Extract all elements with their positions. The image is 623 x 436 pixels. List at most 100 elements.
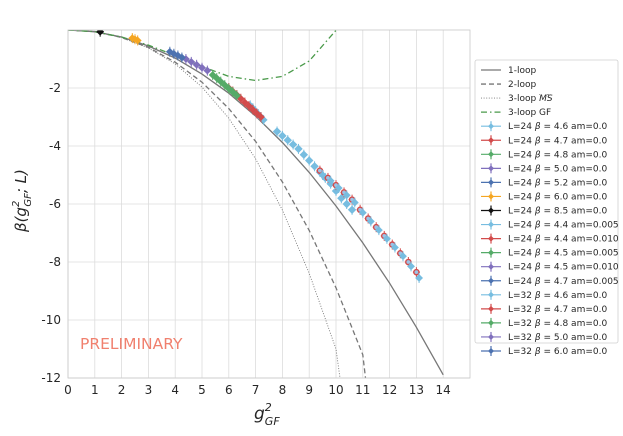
point-marker <box>249 105 257 114</box>
legend-item: 1-loop <box>481 66 536 76</box>
legend-item: 3-loop MS <box>481 94 553 104</box>
data-points <box>96 30 423 283</box>
point-marker <box>192 60 201 69</box>
point-marker <box>288 140 298 149</box>
data-point <box>244 100 253 111</box>
x-tick-label: 9 <box>305 383 313 397</box>
point-marker <box>374 226 383 235</box>
point-marker <box>326 176 335 185</box>
x-tick-label: 7 <box>252 383 260 397</box>
legend-item: L=32 β = 6.0 am=0.0 <box>481 346 607 357</box>
curve-3-loop-gf <box>68 30 339 82</box>
point-marker <box>203 66 212 75</box>
x-tick-label: 14 <box>436 383 451 397</box>
legend-item: L=32 β = 4.8 am=0.0 <box>481 317 607 329</box>
legend-marker <box>488 319 494 326</box>
grid <box>67 30 470 379</box>
x-axis-label: g2 GF <box>254 401 280 428</box>
data-point <box>334 183 343 194</box>
data-point <box>383 233 391 244</box>
legend-marker <box>488 277 494 284</box>
data-point <box>366 216 375 227</box>
point-marker <box>187 57 196 66</box>
point-marker <box>391 243 399 252</box>
point-marker <box>334 184 343 192</box>
point-marker <box>257 113 265 121</box>
point-marker <box>133 36 142 45</box>
point-marker <box>198 63 206 72</box>
point-marker <box>318 171 327 179</box>
point-marker <box>283 135 292 145</box>
legend-label: L=24 β = 5.2 am=0.0 <box>508 178 607 188</box>
legend-label: L=24 β = 6.0 am=0.0 <box>508 192 607 202</box>
data-point <box>257 112 265 122</box>
data-point <box>177 52 186 63</box>
legend-marker <box>488 179 494 186</box>
legend-item: L=24 β = 8.5 am=0.0 <box>481 205 607 217</box>
data-point <box>288 139 298 150</box>
data-point <box>412 267 420 278</box>
legend-item: L=24 β = 5.0 am=0.0 <box>481 163 607 174</box>
x-tick-label: 4 <box>171 383 179 397</box>
data-point <box>304 155 314 166</box>
legend-marker <box>488 263 494 270</box>
legend-item: L=24 β = 4.6 am=0.0 <box>481 121 607 132</box>
legend-label: 2-loop <box>508 80 536 90</box>
legend-item: 2-loop <box>481 80 536 90</box>
point-marker <box>294 144 303 154</box>
x-tick-labels: 0 1 2 3 4 5 6 7 8 9 10 11 12 13 14 <box>64 383 451 397</box>
data-point <box>415 272 423 283</box>
data-point <box>294 143 303 154</box>
y-tick-label: -12 <box>41 371 61 385</box>
data-point <box>187 56 196 67</box>
data-point <box>399 251 407 262</box>
legend-marker <box>488 235 494 242</box>
data-point <box>347 204 357 215</box>
x-tick-label: 13 <box>409 383 424 397</box>
data-point <box>96 30 105 37</box>
x-tick-label: 5 <box>198 383 206 397</box>
legend-marker <box>488 333 494 340</box>
data-point <box>212 73 221 84</box>
legend-label: L=24 β = 4.4 am=0.005 <box>508 221 619 231</box>
point-marker <box>169 49 178 58</box>
point-marker <box>224 84 233 93</box>
legend-item: L=32 β = 4.6 am=0.0 <box>481 289 607 301</box>
point-marker <box>399 252 407 261</box>
legend-item: L=24 β = 5.2 am=0.0 <box>481 177 607 188</box>
legend-marker <box>488 305 494 312</box>
data-point <box>198 62 206 73</box>
legend-label: L=32 β = 6.0 am=0.0 <box>508 347 607 357</box>
legend-label: 3-loop GF <box>508 108 551 118</box>
legend-item: L=24 β = 6.0 am=0.0 <box>481 191 607 202</box>
legend-label: 1-loop <box>508 66 536 76</box>
x-tick-label: 10 <box>328 383 343 397</box>
legend-label: 3-loop MS <box>508 94 553 104</box>
legend-item: L=24 β = 4.4 am=0.005 <box>481 219 619 231</box>
point-marker <box>165 47 174 56</box>
point-marker <box>228 88 237 96</box>
data-point <box>232 90 241 101</box>
legend-item: L=24 β = 4.5 am=0.010 <box>481 261 619 273</box>
data-point <box>407 261 415 272</box>
y-tick-label: -6 <box>49 197 61 211</box>
legend-label: L=24 β = 4.7 am=0.005 <box>508 277 619 287</box>
legend-label: L=24 β = 4.8 am=0.0 <box>508 150 607 160</box>
x-tick-label: 2 <box>118 383 126 397</box>
legend-marker <box>488 151 494 158</box>
data-point <box>228 87 237 98</box>
point-marker <box>216 77 225 86</box>
legend-item: L=24 β = 4.5 am=0.005 <box>481 247 619 259</box>
data-point <box>299 149 309 160</box>
legend-marker <box>488 348 494 354</box>
x-tick-label: 6 <box>225 383 233 397</box>
data-point <box>253 108 261 119</box>
data-point <box>283 135 292 146</box>
point-marker <box>236 94 245 103</box>
point-marker <box>342 199 351 209</box>
data-point <box>208 69 217 80</box>
y-tick-labels: -2 -4 -6 -8 -10 -12 <box>41 81 61 385</box>
data-point <box>358 207 367 218</box>
point-marker <box>347 205 357 215</box>
legend-marker <box>488 193 494 200</box>
